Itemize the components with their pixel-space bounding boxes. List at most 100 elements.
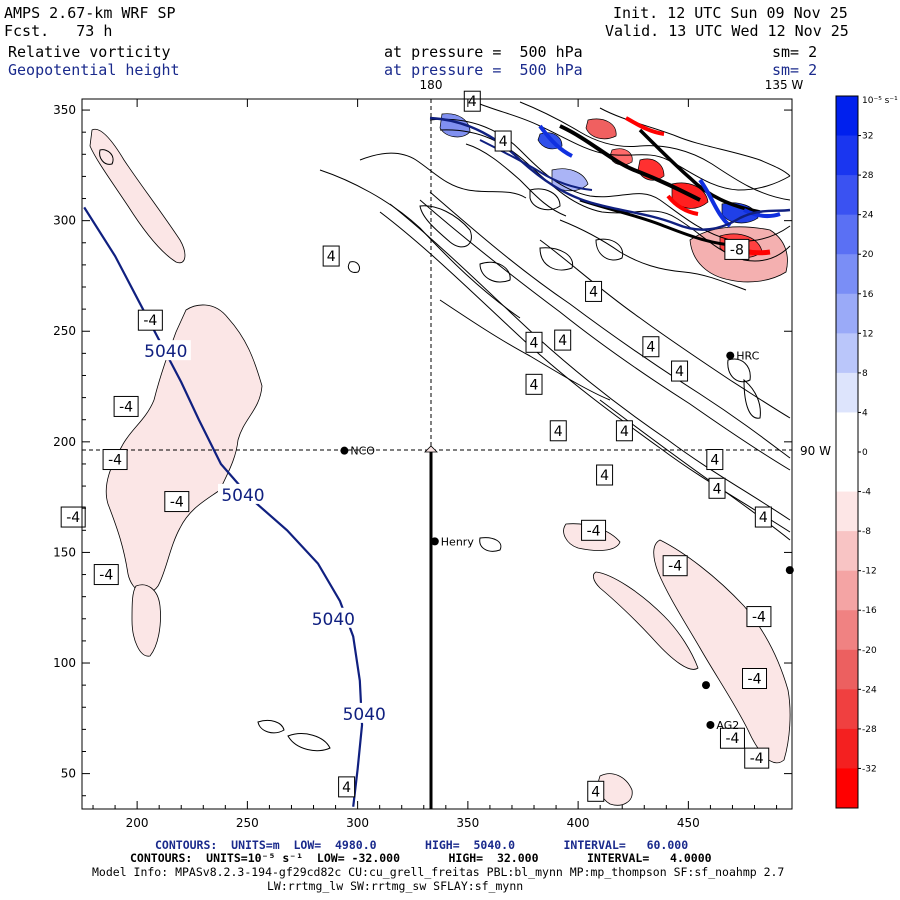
- vort-label: -4: [119, 399, 133, 415]
- x-tick-label: 450: [677, 816, 700, 830]
- neg-vort-region-southeast: [653, 539, 791, 764]
- neg-vort-region-west: [105, 304, 263, 594]
- station-dot: [340, 446, 349, 455]
- footer-model-info: Model Info: MPASv8.2.3-194-gf29cd82c CU:…: [92, 865, 785, 879]
- meridian-label-180: 180: [420, 78, 443, 92]
- storm-contours-5: [359, 152, 527, 199]
- smoothing-geopotential: sm= 2: [772, 61, 818, 79]
- vort-label-box: [708, 477, 726, 499]
- colorbar-label: 12: [862, 329, 873, 339]
- level-vorticity: at pressure = 500 hPa: [384, 43, 583, 61]
- vort-label: 4: [558, 333, 567, 349]
- x-tick-label: 300: [346, 816, 369, 830]
- vort-blob-4: [539, 247, 574, 271]
- vort-label: -4: [99, 568, 113, 584]
- vort-label: 4: [589, 284, 598, 300]
- meridian-label-135w: 135 W: [765, 78, 804, 92]
- forecast-hour: 73 h: [76, 22, 113, 40]
- vort-label: -4: [66, 510, 80, 526]
- storm-core-red-2: [625, 116, 665, 136]
- height-label: 5040: [343, 705, 386, 725]
- colorbar-bin: [836, 96, 858, 137]
- footer-vort-contours: CONTOURS: UNITS=10⁻⁵ s⁻¹ LOW= -32.000 HI…: [130, 851, 712, 865]
- field-vorticity: Relative vorticity: [8, 43, 171, 61]
- vort-label: -4: [170, 495, 184, 511]
- colorbar-bin: [836, 689, 858, 730]
- colorbar-bin: [836, 293, 858, 334]
- colorbar-bin: [836, 649, 858, 690]
- vort-label: -4: [725, 731, 739, 747]
- field-geopotential: Geopotential height: [8, 61, 180, 79]
- forecast-label: Fcst. 73 h: [4, 23, 112, 40]
- vort-label: -4: [143, 313, 157, 329]
- colorbar-bin: [836, 610, 858, 651]
- neg-vort-region-west2: [131, 584, 161, 657]
- vort-blob-5: [727, 358, 751, 383]
- height-label-bg: [308, 607, 359, 628]
- vort-blob-10: [99, 149, 114, 165]
- vort-band-3: [419, 199, 791, 471]
- station-label: AG2: [716, 719, 739, 732]
- vort-label-box: [719, 727, 745, 749]
- colorbar-bin: [836, 254, 858, 295]
- vort-blob-1: [419, 205, 472, 248]
- station-label: Henry: [441, 535, 475, 548]
- vort-blob-12: [479, 261, 511, 283]
- colorbar-label: -28: [862, 725, 877, 735]
- vort-label-box: [587, 780, 605, 802]
- vort-label-box: [615, 420, 633, 442]
- vort-label: -4: [587, 523, 601, 539]
- vort-blob-7: [257, 719, 285, 734]
- storm-red-patch-4: [585, 118, 617, 140]
- storm-core-blue-3: [743, 208, 781, 219]
- station-dot: [726, 351, 735, 360]
- vort-label-box: [93, 564, 119, 586]
- vort-label: 4: [646, 340, 655, 356]
- colorbar-bin: [836, 491, 858, 532]
- colorbar-label: 0: [862, 448, 868, 458]
- colorbar-label: -8: [862, 527, 871, 537]
- vort-label: 4: [499, 134, 508, 150]
- vort-label: 4: [710, 453, 719, 469]
- vort-label: -8: [730, 242, 744, 258]
- vort-label-box: [60, 506, 86, 528]
- colorbar-label: 24: [862, 211, 874, 221]
- vort-label-box: [137, 309, 163, 331]
- vort-band-6: [319, 169, 521, 319]
- vort-blob-6: [743, 378, 761, 419]
- vort-band-5: [539, 239, 791, 419]
- colorbar-bin: [836, 333, 858, 374]
- colorbar-label: 32: [862, 132, 873, 142]
- vort-label-box: [549, 420, 567, 442]
- vort-label: 4: [620, 424, 629, 440]
- vort-label: 4: [327, 249, 336, 265]
- vort-label-box: [585, 280, 603, 302]
- vort-label-box: [596, 464, 614, 486]
- vort-label: 4: [342, 780, 351, 796]
- colorbar-bin: [836, 412, 858, 453]
- colorbar-bin: [836, 531, 858, 572]
- storm-core-black-3: [579, 198, 741, 248]
- parallel-label-90w: 90 W: [800, 444, 831, 458]
- vort-label-box: [494, 130, 512, 152]
- vort-label-box: [706, 449, 724, 471]
- storm-core-black-2: [638, 128, 761, 214]
- vort-label: 4: [530, 335, 539, 351]
- vort-label-box: [662, 555, 688, 577]
- vort-blob-8: [287, 733, 331, 752]
- colorbar: 32 28 24 20 16 12 8 4 0 -4 -8 -12 -16 -20 -24 -28 -32: [835, 95, 877, 809]
- height-label-bg: [339, 702, 390, 723]
- storm-core-blue-1: [538, 124, 573, 158]
- neg-vort-region-ribbon: [592, 571, 699, 670]
- smoothing-vorticity: sm= 2: [772, 43, 818, 61]
- vort-blob-9: [479, 537, 502, 552]
- colorbar-label: 20: [862, 250, 874, 260]
- height-label-bg: [217, 483, 268, 504]
- height-labels: 5040 5040 5040 5040: [140, 340, 390, 725]
- y-tick-label: 150: [53, 545, 76, 559]
- station-dot: [785, 566, 794, 575]
- model-title: AMPS 2.67-km WRF SP: [4, 4, 176, 22]
- vort-label-box: [338, 776, 356, 798]
- station-dot: [430, 537, 439, 546]
